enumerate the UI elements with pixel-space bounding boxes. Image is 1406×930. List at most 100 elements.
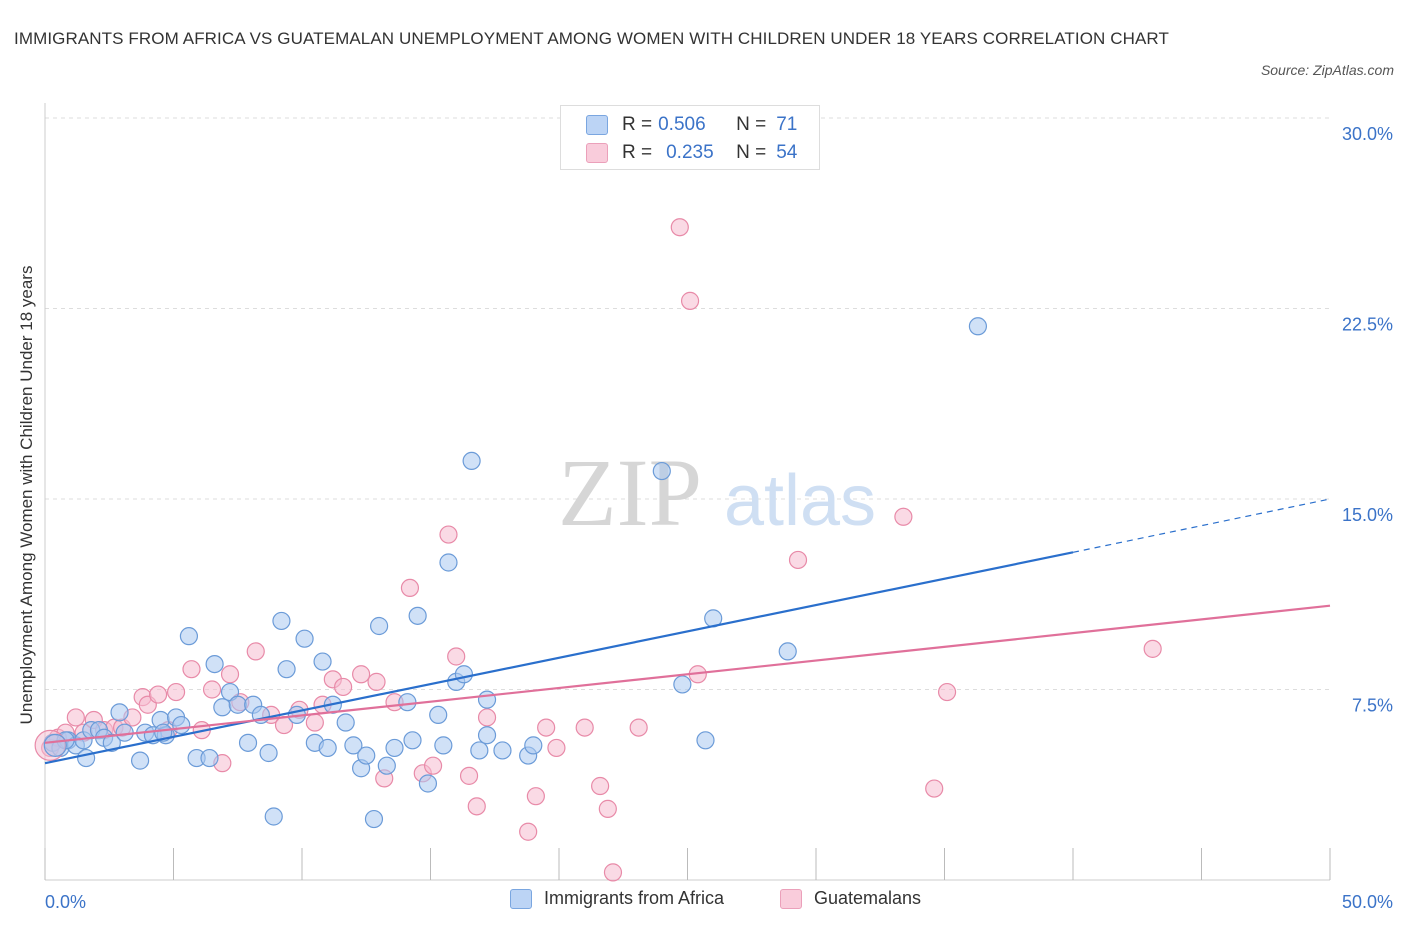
data-point [130, 751, 150, 770]
data-point [110, 703, 129, 722]
data-point [547, 738, 566, 758]
data-point [377, 756, 396, 775]
data-point [788, 550, 808, 570]
data-point [467, 797, 486, 816]
data-point [277, 660, 296, 679]
data-point [652, 461, 671, 481]
data-point [459, 766, 479, 785]
data-point [493, 741, 512, 760]
data-point [334, 677, 353, 697]
data-point [696, 731, 715, 750]
data-point [182, 660, 201, 679]
data-point [1143, 639, 1162, 658]
y-tick-label: 30.0% [1342, 124, 1393, 144]
series-legend-guatemalans[interactable]: Guatemalans [780, 888, 921, 909]
data-point [259, 743, 278, 763]
data-point [295, 629, 314, 648]
data-point [537, 718, 556, 737]
data-point [598, 799, 617, 818]
data-point [925, 779, 944, 798]
data-point [364, 809, 384, 829]
series-swatch-africa [510, 888, 532, 909]
series-legend: Immigrants from Africa Guatemalans [0, 888, 1406, 918]
data-point [213, 698, 232, 717]
data-point [148, 685, 168, 704]
legend-n-value: 71 [776, 114, 798, 135]
data-point [272, 611, 291, 631]
data-point [367, 672, 386, 691]
trend-line [44, 551, 1074, 765]
data-point [477, 690, 497, 709]
watermark: ZIP atlas [558, 439, 876, 546]
data-point [77, 748, 96, 768]
legend-row-guatemalans: R = 0.235 N = 54 [586, 138, 797, 168]
legend-n-value: 54 [776, 142, 798, 163]
data-point [429, 705, 448, 725]
source-label: Source: ZipAtlas.com [1260, 62, 1394, 78]
data-point [894, 507, 913, 526]
data-point [439, 525, 458, 544]
data-point [220, 665, 240, 684]
data-point [370, 616, 389, 636]
chart-title: IMMIGRANTS FROM AFRICA VS GUATEMALAN UNE… [14, 29, 1169, 48]
data-point [238, 733, 258, 752]
data-point [336, 713, 355, 732]
data-point [246, 642, 265, 661]
tick-labels: 7.5% 15.0% 22.5% 30.0% 0.0% 50.0% [45, 124, 1393, 912]
data-point [43, 733, 67, 757]
data-point [305, 713, 324, 732]
data-point [228, 695, 247, 714]
data-point [477, 708, 497, 727]
legend-r-value: 0.506 [658, 114, 706, 135]
series-legend-africa[interactable]: Immigrants from Africa [510, 888, 724, 909]
data-point [318, 738, 337, 758]
legend-r-label: R = [622, 142, 653, 163]
data-point [408, 606, 427, 625]
watermark-atlas: atlas [724, 461, 876, 541]
data-point [968, 317, 988, 336]
data-point [344, 736, 363, 755]
data-point [680, 291, 700, 310]
data-point [519, 822, 538, 841]
data-point [454, 665, 474, 684]
grid-lines [45, 117, 1330, 690]
data-point [526, 787, 545, 806]
data-point [403, 731, 422, 750]
data-point [423, 756, 443, 775]
data-point [477, 726, 497, 745]
data-point [447, 647, 466, 666]
data-point [524, 736, 543, 755]
data-point [66, 708, 85, 727]
correlation-legend: R = 0.506 N = 71 R = 0.235 N = 54 [560, 105, 820, 170]
legend-r-label: R = [622, 114, 653, 135]
legend-r-value: 0.235 [666, 142, 714, 163]
data-point [202, 680, 222, 699]
trend-lines [44, 498, 1331, 765]
data-points [34, 218, 1162, 882]
data-point [264, 807, 283, 826]
data-point [205, 654, 224, 674]
data-point [462, 451, 481, 470]
data-point [352, 665, 371, 684]
legend-n-label: N = [736, 114, 767, 135]
trend-line-extension [1072, 498, 1331, 553]
data-point [313, 652, 332, 671]
data-point [200, 748, 219, 768]
data-point [172, 715, 191, 735]
data-point [102, 733, 121, 752]
data-point [629, 718, 648, 737]
y-tick-label: 7.5% [1352, 696, 1393, 716]
data-point [434, 736, 453, 755]
x-tick-label: 50.0% [1342, 892, 1393, 912]
data-point [778, 642, 797, 661]
x-tick-label: 0.0% [45, 892, 86, 912]
data-point [670, 218, 689, 237]
data-point [937, 682, 957, 702]
data-point [439, 553, 458, 572]
data-point [575, 718, 594, 737]
series-label-guatemalans: Guatemalans [814, 888, 922, 908]
data-point [400, 578, 420, 598]
trend-line [44, 604, 1331, 744]
legend-row-africa: R = 0.506 N = 71 [586, 110, 797, 140]
legend-n-label: N = [736, 142, 767, 163]
